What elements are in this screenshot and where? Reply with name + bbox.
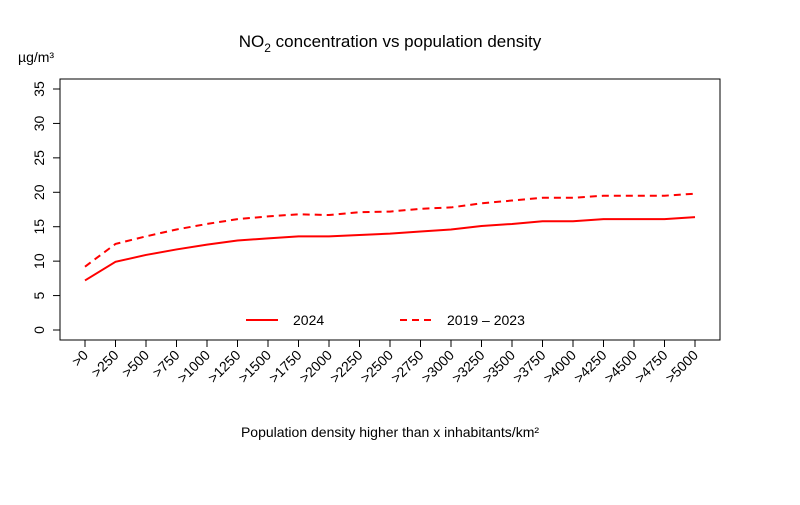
x-tick-label: >2250 bbox=[326, 347, 365, 386]
x-tick-label: >5000 bbox=[662, 347, 701, 386]
y-tick-label: 25 bbox=[31, 150, 47, 166]
y-tick-label: 15 bbox=[31, 219, 47, 235]
x-tick-label: >3750 bbox=[509, 347, 548, 386]
legend-label-2019-2023: 2019 – 2023 bbox=[447, 312, 525, 328]
y-tick-label: 35 bbox=[31, 81, 47, 97]
y-tick-label: 20 bbox=[31, 184, 47, 200]
x-axis-label: Population density higher than x inhabit… bbox=[241, 424, 539, 440]
x-tick-label: >3250 bbox=[448, 347, 487, 386]
x-tick-label: >2500 bbox=[357, 347, 396, 386]
y-tick-label: 10 bbox=[31, 253, 47, 269]
x-tick-label: >4250 bbox=[570, 347, 609, 386]
x-tick-label: >0 bbox=[69, 347, 92, 370]
x-tick-label: >3500 bbox=[479, 347, 518, 386]
y-tick-label: 5 bbox=[31, 291, 47, 299]
x-tick-label: >1500 bbox=[235, 347, 274, 386]
y-tick-label: 30 bbox=[31, 115, 47, 131]
legend: 2024 2019 – 2023 bbox=[246, 312, 525, 328]
x-tick-label: >500 bbox=[119, 347, 153, 381]
x-tick-label: >250 bbox=[88, 347, 122, 381]
series-line-2019-2023 bbox=[85, 194, 695, 267]
x-tick-label: >1750 bbox=[265, 347, 304, 386]
y-tick-label: 0 bbox=[31, 326, 47, 334]
y-axis-label: µg/m³ bbox=[18, 49, 54, 65]
x-tick-label: >2000 bbox=[296, 347, 335, 386]
legend-label-2024: 2024 bbox=[293, 312, 324, 328]
x-tick-label: >1250 bbox=[204, 347, 243, 386]
chart-title: NO2 concentration vs population density bbox=[239, 32, 542, 55]
x-tick-label: >4000 bbox=[540, 347, 579, 386]
x-tick-label: >1000 bbox=[174, 347, 213, 386]
series-line-2024 bbox=[85, 217, 695, 280]
x-tick-label: >3000 bbox=[418, 347, 457, 386]
x-tick-label: >4750 bbox=[631, 347, 670, 386]
plot-box bbox=[60, 79, 720, 340]
x-tick-label: >4500 bbox=[601, 347, 640, 386]
x-tick-label: >2750 bbox=[387, 347, 426, 386]
